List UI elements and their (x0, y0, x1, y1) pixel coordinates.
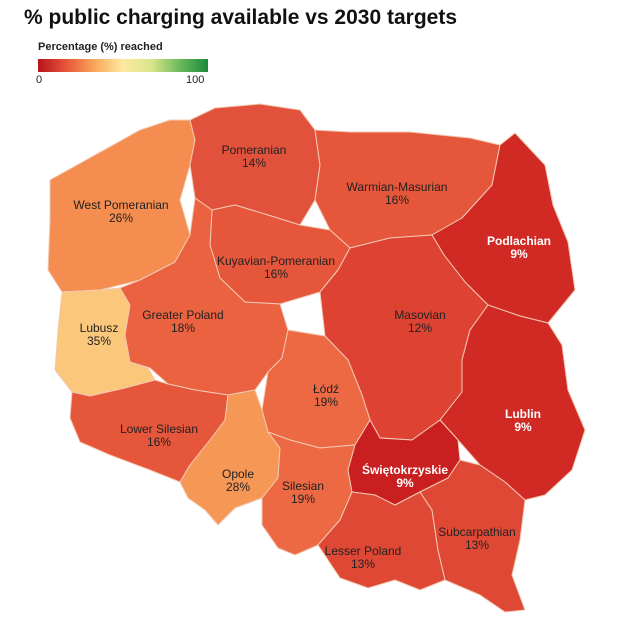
label-swietokrzyskie: Świętokrzyskie 9% (362, 462, 448, 490)
label-kuyavian-pomeranian: Kuyavian-Pomeranian 16% (217, 254, 335, 281)
label-opole: Opole 28% (222, 467, 254, 494)
label-west-pomeranian: West Pomeranian 26% (73, 198, 168, 225)
label-masovian: Masovian 12% (394, 308, 445, 335)
label-podlachian: Podlachian 9% (487, 234, 551, 261)
label-subcarpathian: Subcarpathian 13% (438, 525, 515, 552)
legend-title: Percentage (%) reached (38, 41, 163, 53)
label-pomeranian: Pomeranian 14% (222, 143, 287, 170)
legend-color-scale (38, 59, 208, 72)
chart-title: % public charging available vs 2030 targ… (24, 6, 458, 29)
label-lublin: Lublin 9% (505, 407, 541, 434)
legend-min-label: 0 (36, 74, 43, 86)
legend-max-label: 100 (186, 74, 205, 86)
label-lubusz: Lubusz 35% (80, 321, 119, 348)
region-subcarpathian[interactable] (419, 459, 526, 613)
label-greater-poland: Greater Poland 18% (142, 308, 223, 335)
region-lesser-poland[interactable] (317, 491, 446, 591)
region-opole[interactable] (179, 389, 281, 526)
label-warmian-masurian: Warmian-Masurian 16% (347, 180, 448, 207)
label-lower-silesian: Lower Silesian 16% (120, 422, 198, 449)
label-lodz: Łódź 19% (313, 382, 339, 409)
label-lesser-poland: Lesser Poland 13% (325, 544, 402, 571)
label-silesian: Silesian 19% (282, 479, 324, 506)
